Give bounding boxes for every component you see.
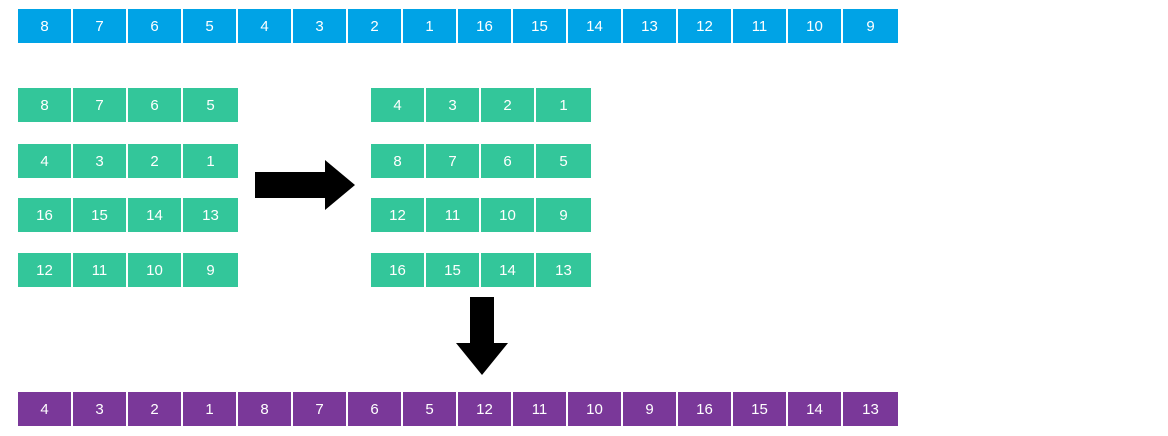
result-cell: 7	[293, 392, 348, 426]
result-cell: 15	[733, 392, 788, 426]
right-group-2: 8 7 6 5	[371, 144, 591, 178]
group-cell: 2	[481, 88, 536, 122]
source-cell: 4	[238, 9, 293, 43]
source-cell: 11	[733, 9, 788, 43]
result-cell: 3	[73, 392, 128, 426]
arrow-right-icon	[255, 160, 355, 210]
right-group-3: 12 11 10 9	[371, 198, 591, 232]
result-cell: 11	[513, 392, 568, 426]
result-cell: 14	[788, 392, 843, 426]
result-cell: 9	[623, 392, 678, 426]
group-cell: 13	[536, 253, 591, 287]
left-group-3: 16 15 14 13	[18, 198, 238, 232]
right-group-4: 16 15 14 13	[371, 253, 591, 287]
group-cell: 4	[371, 88, 426, 122]
source-cell: 6	[128, 9, 183, 43]
group-cell: 15	[73, 198, 128, 232]
result-cell: 5	[403, 392, 458, 426]
group-cell: 9	[183, 253, 238, 287]
group-cell: 12	[18, 253, 73, 287]
group-cell: 12	[371, 198, 426, 232]
group-cell: 3	[73, 144, 128, 178]
group-cell: 15	[426, 253, 481, 287]
source-cell: 1	[403, 9, 458, 43]
result-cell: 12	[458, 392, 513, 426]
group-cell: 11	[73, 253, 128, 287]
group-cell: 1	[183, 144, 238, 178]
result-cell: 8	[238, 392, 293, 426]
group-cell: 14	[481, 253, 536, 287]
arrow-down-icon	[456, 297, 508, 375]
group-cell: 13	[183, 198, 238, 232]
group-cell: 14	[128, 198, 183, 232]
source-sequence-row: 8 7 6 5 4 3 2 1 16 15 14 13 12 11 10 9	[18, 9, 898, 43]
group-cell: 5	[536, 144, 591, 178]
source-cell: 3	[293, 9, 348, 43]
source-cell: 13	[623, 9, 678, 43]
result-cell: 4	[18, 392, 73, 426]
group-cell: 7	[426, 144, 481, 178]
right-group-1: 4 3 2 1	[371, 88, 591, 122]
result-sequence-row: 4 3 2 1 8 7 6 5 12 11 10 9 16 15 14 13	[18, 392, 898, 426]
source-cell: 8	[18, 9, 73, 43]
source-cell: 2	[348, 9, 403, 43]
left-group-1: 8 7 6 5	[18, 88, 238, 122]
left-group-4: 12 11 10 9	[18, 253, 238, 287]
group-cell: 5	[183, 88, 238, 122]
group-cell: 7	[73, 88, 128, 122]
group-cell: 10	[128, 253, 183, 287]
source-cell: 15	[513, 9, 568, 43]
group-cell: 16	[18, 198, 73, 232]
result-cell: 10	[568, 392, 623, 426]
left-group-2: 4 3 2 1	[18, 144, 238, 178]
group-cell: 6	[128, 88, 183, 122]
group-cell: 9	[536, 198, 591, 232]
group-cell: 1	[536, 88, 591, 122]
result-cell: 16	[678, 392, 733, 426]
group-cell: 6	[481, 144, 536, 178]
source-cell: 9	[843, 9, 898, 43]
source-cell: 14	[568, 9, 623, 43]
source-cell: 7	[73, 9, 128, 43]
group-cell: 8	[371, 144, 426, 178]
result-cell: 6	[348, 392, 403, 426]
group-cell: 16	[371, 253, 426, 287]
group-cell: 11	[426, 198, 481, 232]
result-cell: 2	[128, 392, 183, 426]
group-cell: 3	[426, 88, 481, 122]
result-cell: 13	[843, 392, 898, 426]
group-cell: 2	[128, 144, 183, 178]
source-cell: 10	[788, 9, 843, 43]
group-cell: 4	[18, 144, 73, 178]
source-cell: 5	[183, 9, 238, 43]
group-cell: 10	[481, 198, 536, 232]
source-cell: 16	[458, 9, 513, 43]
result-cell: 1	[183, 392, 238, 426]
source-cell: 12	[678, 9, 733, 43]
group-cell: 8	[18, 88, 73, 122]
